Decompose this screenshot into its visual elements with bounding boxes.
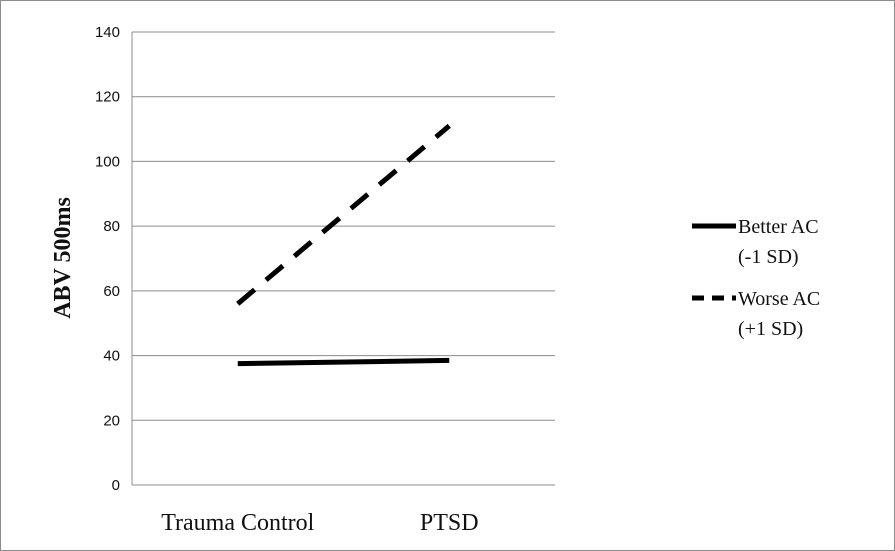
y-tick-label: 100 (95, 153, 120, 170)
legend-label: Better AC (738, 216, 819, 238)
y-tick-label: 0 (112, 477, 120, 494)
y-tick-label: 20 (103, 412, 120, 429)
series-line-2 (236, 123, 451, 306)
y-axis-label: ABV 500ms (50, 197, 76, 319)
y-tick-label: 120 (95, 89, 120, 106)
series-lines (236, 123, 451, 367)
y-tick-label: 40 (103, 348, 120, 365)
legend-label: (+1 SD) (738, 318, 803, 340)
x-tick-label: PTSD (420, 510, 479, 536)
y-tick-labels: 0 20 40 60 80 100 120 140 (95, 24, 120, 494)
legend-label: (-1 SD) (738, 246, 799, 268)
gridlines (132, 31, 555, 486)
y-tick-label: 60 (103, 283, 120, 300)
legend: Better AC (-1 SD) Worse AC (+1 SD) (692, 216, 820, 340)
y-tick-label: 140 (95, 24, 120, 41)
legend-label: Worse AC (738, 288, 820, 310)
x-tick-labels: Trauma Control PTSD (161, 510, 478, 536)
x-tick-label: Trauma Control (161, 510, 314, 536)
series-line-1 (237, 357, 450, 367)
y-tick-label: 80 (103, 218, 120, 235)
